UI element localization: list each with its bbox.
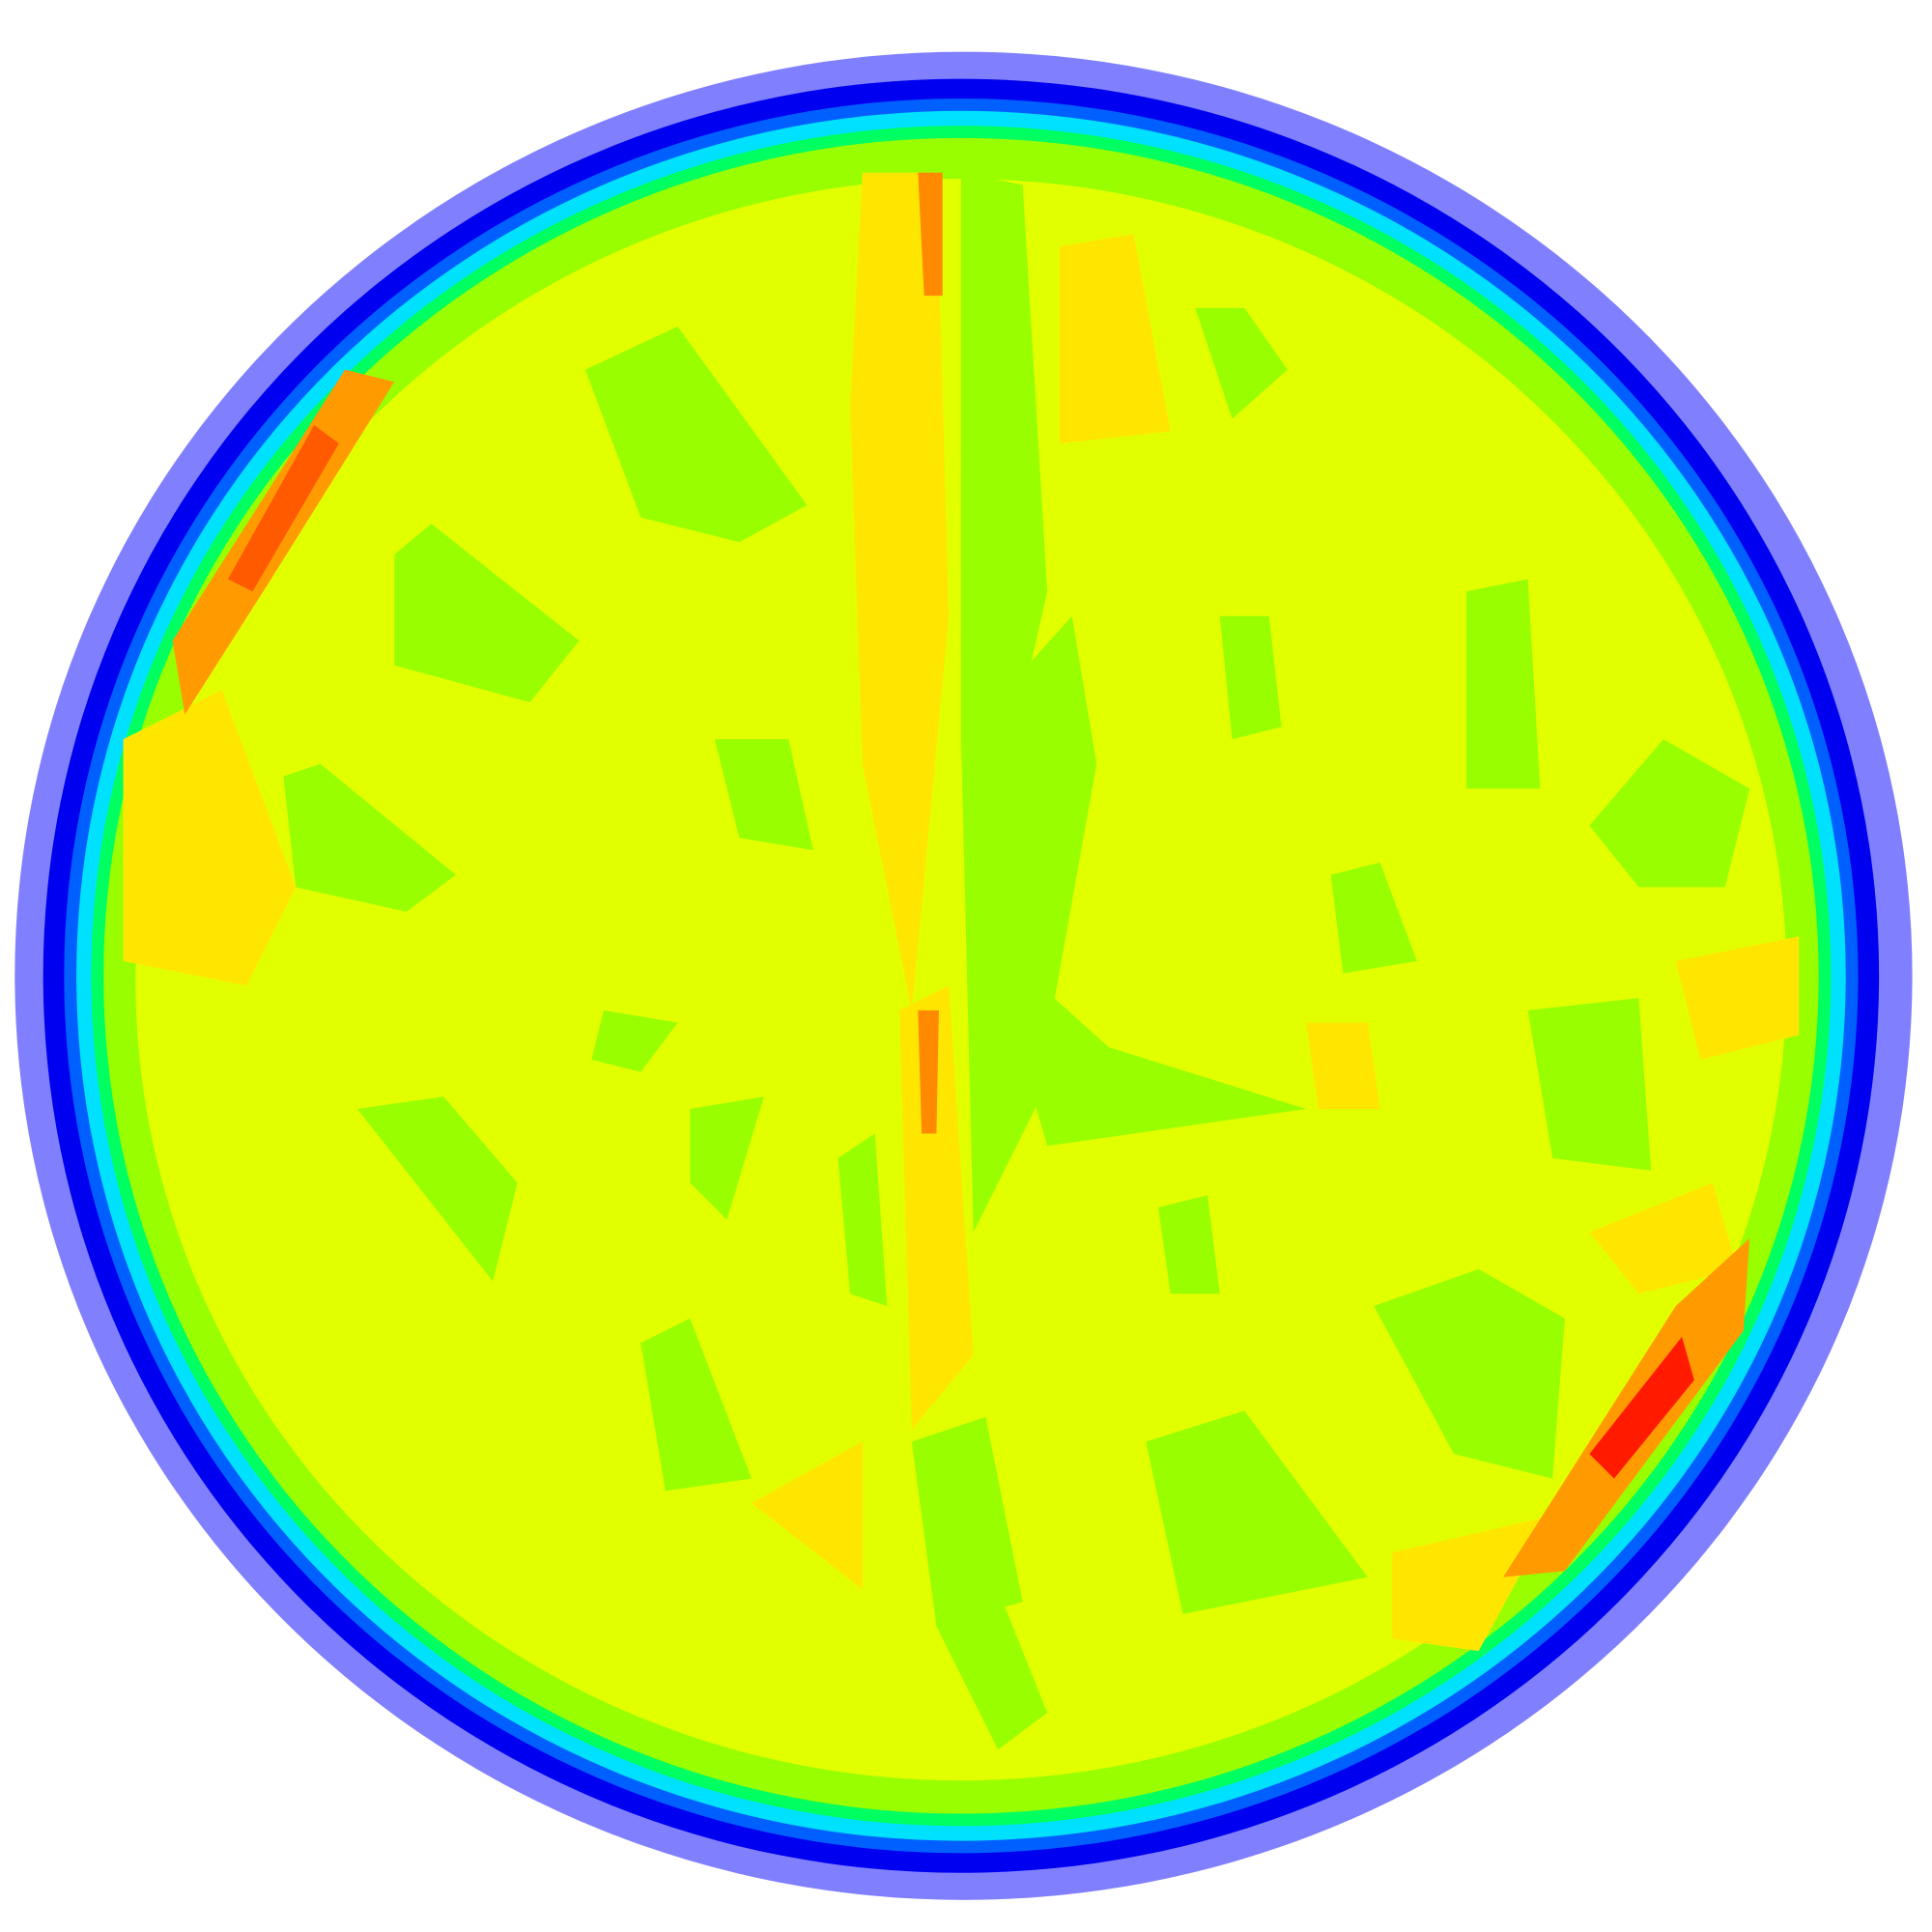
patch: [1527, 998, 1652, 1171]
yellow-patches: [123, 172, 1800, 1652]
patch: [1465, 579, 1541, 789]
hot-spot: [1589, 1336, 1694, 1479]
patch: [640, 1318, 753, 1492]
patch: [936, 1589, 1048, 1750]
hot-spot: [172, 369, 395, 715]
patch: [960, 172, 1048, 863]
patch: [591, 1009, 678, 1072]
patch: [1675, 936, 1800, 1060]
green-patches: [283, 172, 1750, 1750]
patch: [1589, 739, 1750, 888]
patch: [1059, 234, 1171, 444]
patch: [1157, 1195, 1220, 1294]
hot-spot: [918, 172, 943, 297]
patch: [838, 1133, 888, 1307]
patch: [283, 763, 456, 912]
patch: [1330, 862, 1417, 974]
patch: [123, 690, 297, 986]
hot-spots: [172, 172, 1750, 1577]
patch: [911, 1416, 1023, 1627]
patch: [584, 327, 808, 543]
hot-spot: [918, 1009, 939, 1134]
patch: [714, 739, 813, 851]
patch: [850, 172, 950, 1010]
hot-spot: [227, 425, 339, 592]
patch: [1195, 307, 1288, 419]
patch: [1374, 1268, 1565, 1479]
patch: [690, 1096, 764, 1220]
patch: [1589, 1182, 1738, 1294]
patch: [752, 1441, 863, 1590]
interior: [135, 178, 1787, 1781]
patch: [985, 936, 1307, 1147]
patch: [394, 524, 580, 703]
patch: [899, 985, 974, 1430]
patch: [960, 615, 1097, 1233]
patch: [1146, 1410, 1368, 1614]
patch: [1219, 615, 1282, 740]
patch: [356, 1096, 518, 1282]
patch: [1306, 1022, 1380, 1109]
patch: [1392, 1515, 1553, 1652]
